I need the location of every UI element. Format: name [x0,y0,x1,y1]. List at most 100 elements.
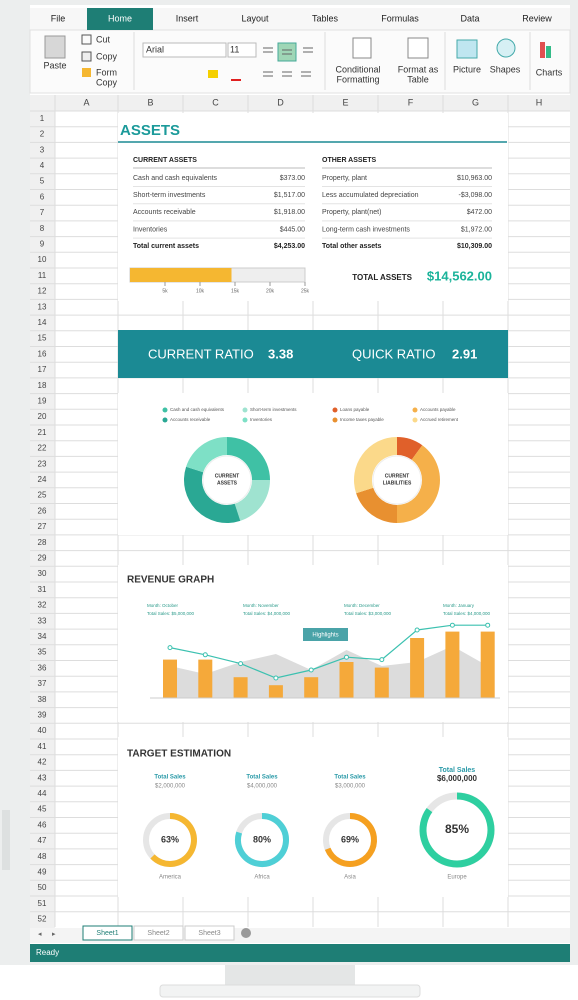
fill-color[interactable] [208,70,218,78]
highlight-box [303,628,348,641]
font-box[interactable] [142,42,227,58]
progress-bar [130,268,232,282]
align-active[interactable] [277,42,297,62]
legend-label: Loans payable [340,407,370,412]
row-header: 25 [38,491,47,500]
button-label[interactable]: Copy [96,51,118,61]
shapes-icon[interactable] [496,38,516,58]
charts-icon[interactable] [546,46,551,58]
column-header: C [212,97,219,107]
cond-icon[interactable] [352,37,372,59]
sheet-tab-label[interactable]: Sheet3 [198,930,220,937]
ribbon-tab[interactable]: Review [522,13,552,23]
ribbon-tab[interactable]: Layout [241,13,269,23]
button-label[interactable]: Conditional [335,64,380,74]
row-header: 44 [38,789,47,798]
legend-swatch [332,407,338,413]
nav-arrow: ◂ [38,931,42,938]
button-label[interactable]: Shapes [490,64,521,74]
table-icon[interactable] [407,37,429,59]
row-header: 19 [38,397,47,406]
active-tab [87,8,153,30]
total-value: $10,309.00 [457,243,492,250]
ring-label: 85% [445,822,469,836]
line-point [485,622,491,628]
add-sheet[interactable] [241,928,251,938]
line-point [379,657,385,663]
tick-label: 20k [266,288,275,294]
picture-icon[interactable] [456,39,478,59]
table-header: OTHER ASSETS [322,157,377,164]
font-name[interactable]: Arial [146,44,164,54]
ribbon-tab[interactable]: Insert [176,13,199,23]
cut-icon[interactable] [81,34,92,45]
row-header: 47 [38,836,47,845]
legend-label: Inventories [250,417,273,422]
format-icon[interactable] [82,68,91,77]
row-header: 21 [38,428,47,437]
line [169,624,488,679]
ribbon-tab[interactable]: File [51,13,66,23]
total-value: $14,562.00 [427,268,492,283]
line-point [414,627,420,633]
row-header: 46 [38,820,47,829]
button-label[interactable]: Format as [398,64,439,74]
section-title: TARGET ESTIMATION [127,749,231,760]
button-label[interactable]: Formatting [336,74,379,84]
donut-segment [183,466,241,524]
row-header: 4 [40,161,45,170]
legend-label: Accounts receivable [170,417,211,422]
bar [268,685,283,698]
bar [374,667,389,698]
font-size[interactable]: 11 [230,44,239,54]
row-header: 14 [38,318,47,327]
paste-icon[interactable] [44,35,66,59]
ring [150,813,197,867]
copy-icon[interactable] [81,51,92,62]
button-label[interactable]: Cut [96,34,111,44]
row-header: 32 [38,601,47,610]
row-header: 17 [38,365,47,374]
charts-icon[interactable] [540,42,545,58]
ribbon-tab[interactable]: Formulas [381,13,419,23]
button-label[interactable]: Copy [96,77,118,87]
button-label[interactable]: Charts [536,67,563,77]
item-label: Short-term investments [133,192,206,199]
row-header: 16 [38,349,47,358]
row-header: 33 [38,616,47,625]
total-value: $4,253.00 [274,243,305,250]
button-label[interactable]: Form [96,67,117,77]
table-header: CURRENT ASSETS [133,157,197,164]
row-header: 45 [38,805,47,814]
row-header: 9 [40,240,45,249]
row-header: 48 [38,852,47,861]
stand-neck [225,965,355,987]
row-header: 20 [38,412,47,421]
ribbon-tab[interactable]: Home [108,13,132,23]
legend-swatch [412,407,418,413]
ribbon-tab[interactable]: Tables [312,13,339,23]
donut-label: ASSETS [217,480,238,486]
ribbon-tab[interactable]: Data [460,13,479,23]
sheet-tab[interactable] [82,925,133,941]
row-header: 23 [38,459,47,468]
sheet-tab[interactable] [184,925,235,941]
donut-label: CURRENT [215,473,239,479]
legend-label: Short-term investments [250,407,297,412]
legend-swatch [162,417,168,423]
legend-swatch [162,407,168,413]
row-header: 27 [38,522,47,531]
row-header: 35 [38,648,47,657]
sheet-tab-label[interactable]: Sheet2 [147,930,169,937]
font-color[interactable] [231,79,241,81]
button-label[interactable]: Picture [453,64,481,74]
button-label[interactable]: Paste [43,60,66,70]
size-box[interactable] [227,42,257,58]
row-header: 40 [38,726,47,735]
item-value: $472.00 [467,209,492,216]
area [170,646,488,698]
sheet-tab[interactable] [133,925,184,941]
status-bar [30,944,570,962]
sheet-tab-label[interactable]: Sheet1 [96,930,118,937]
button-label[interactable]: Table [407,74,429,84]
